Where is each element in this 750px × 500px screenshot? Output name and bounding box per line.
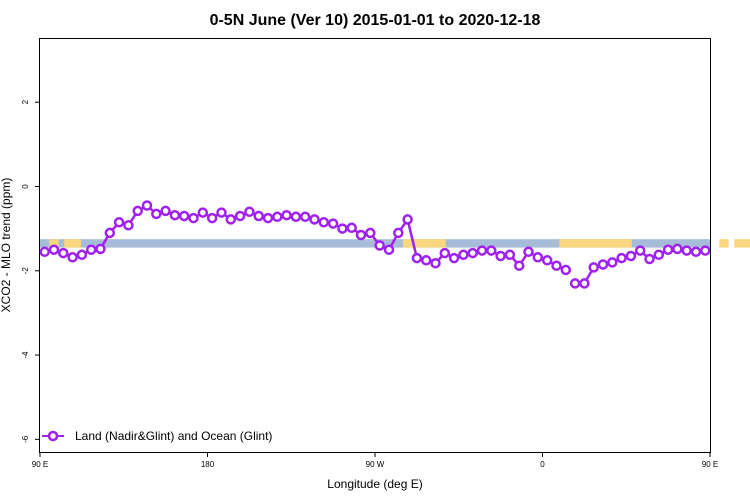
y-axis: 2 0 -2 -4 -6 bbox=[21, 99, 40, 443]
y-tick-label: -2 bbox=[21, 267, 30, 275]
data-point bbox=[681, 245, 692, 256]
y-axis-label: XCO2 - MLO trend (ppm) bbox=[0, 178, 13, 313]
data-point bbox=[523, 246, 534, 258]
data-point bbox=[169, 209, 181, 221]
data-point bbox=[141, 200, 153, 211]
data-point bbox=[216, 207, 227, 218]
data-point bbox=[337, 223, 348, 234]
x-tick-label: 90 E bbox=[702, 460, 718, 469]
data-point bbox=[178, 210, 190, 222]
data-point bbox=[225, 214, 237, 225]
land-band bbox=[64, 239, 81, 248]
chart-title: 0-5N June (Ver 10) 2015-01-01 to 2020-12… bbox=[210, 12, 541, 29]
data-point bbox=[346, 222, 357, 234]
y-tick-label: 2 bbox=[21, 99, 30, 104]
land-band bbox=[402, 239, 446, 248]
data-point bbox=[299, 211, 311, 223]
legend: Land (Nadir&Glint) and Ocean (Glint) bbox=[42, 429, 272, 443]
data-point bbox=[160, 205, 171, 217]
data-point bbox=[579, 278, 590, 289]
data-point bbox=[58, 247, 69, 259]
data-point bbox=[393, 227, 404, 239]
data-point bbox=[67, 252, 78, 263]
y-tick-label: -6 bbox=[21, 435, 30, 443]
data-point bbox=[374, 240, 385, 251]
data-point bbox=[188, 212, 199, 224]
data-point bbox=[653, 249, 665, 261]
data-point bbox=[448, 252, 460, 264]
x-axis-label: Longitude (deg E) bbox=[327, 477, 422, 491]
data-point bbox=[486, 245, 497, 256]
data-point bbox=[700, 245, 711, 256]
data-point bbox=[309, 214, 320, 225]
data-point bbox=[318, 217, 330, 228]
data-point bbox=[588, 262, 599, 273]
land-band bbox=[559, 239, 632, 248]
data-point bbox=[644, 253, 655, 265]
x-axis: 90 E 180 90 W 0 90 E bbox=[32, 452, 718, 469]
data-point bbox=[234, 210, 246, 222]
data-point bbox=[430, 257, 441, 269]
data-point bbox=[420, 255, 432, 266]
data-point bbox=[476, 245, 488, 256]
x-tick-label: 180 bbox=[201, 460, 215, 469]
legend-marker bbox=[47, 430, 59, 442]
data-point bbox=[253, 210, 264, 222]
data-point bbox=[690, 246, 702, 258]
data-point bbox=[272, 211, 283, 223]
x-tick-label: 90 W bbox=[366, 460, 385, 469]
data-point bbox=[560, 264, 572, 276]
data-point bbox=[327, 218, 339, 229]
data-point bbox=[513, 260, 525, 271]
land-band bbox=[49, 239, 59, 248]
series-group bbox=[39, 200, 711, 289]
data-point bbox=[95, 243, 106, 255]
data-point bbox=[76, 249, 88, 261]
data-point bbox=[569, 278, 581, 289]
data-point bbox=[532, 252, 544, 263]
x-tick-label: 90 E bbox=[32, 460, 48, 469]
data-point bbox=[48, 244, 60, 255]
data-point bbox=[39, 246, 50, 258]
data-point bbox=[402, 214, 413, 225]
data-point bbox=[132, 205, 143, 217]
data-point bbox=[504, 249, 516, 261]
data-point bbox=[467, 247, 478, 259]
data-point bbox=[355, 229, 367, 241]
data-point bbox=[206, 212, 218, 224]
x-tick-label: 0 bbox=[540, 460, 545, 469]
data-point bbox=[541, 255, 553, 266]
land-band bbox=[734, 239, 750, 248]
data-point bbox=[262, 212, 274, 224]
data-point bbox=[616, 252, 627, 264]
data-point bbox=[411, 252, 423, 264]
data-point bbox=[597, 259, 609, 270]
data-point bbox=[495, 250, 506, 262]
data-point bbox=[672, 243, 683, 255]
data-point bbox=[662, 244, 674, 255]
data-point bbox=[634, 245, 646, 256]
data-point bbox=[123, 220, 134, 231]
data-point bbox=[104, 227, 116, 239]
legend-label: Land (Nadir&Glint) and Ocean (Glint) bbox=[75, 429, 272, 443]
data-point bbox=[625, 250, 637, 262]
data-point bbox=[290, 211, 302, 223]
land-band bbox=[719, 239, 729, 248]
data-point bbox=[85, 244, 97, 255]
data-point bbox=[458, 249, 469, 261]
data-point bbox=[197, 207, 209, 218]
data-point bbox=[151, 208, 162, 220]
data-point bbox=[383, 244, 395, 255]
y-tick-label: 0 bbox=[21, 184, 30, 189]
data-point bbox=[281, 209, 292, 221]
data-point bbox=[607, 257, 618, 268]
data-point bbox=[365, 227, 376, 239]
data-point bbox=[551, 260, 562, 271]
data-point bbox=[244, 206, 255, 218]
data-point bbox=[439, 247, 451, 259]
y-tick-label: -4 bbox=[21, 351, 30, 359]
data-point bbox=[113, 217, 125, 228]
